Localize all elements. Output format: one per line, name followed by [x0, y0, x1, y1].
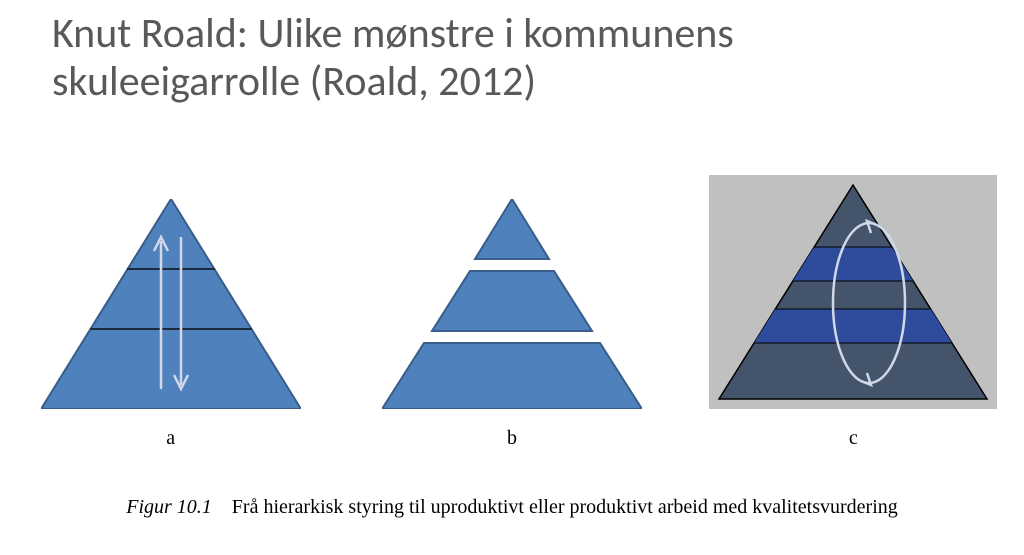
figure-c: c	[703, 175, 1003, 450]
pyramid-c-icon	[709, 175, 997, 409]
figure-b: b	[362, 199, 662, 450]
figure-a: a	[21, 199, 321, 450]
slide-title: Knut Roald: Ulike mønstre i kommunens sk…	[52, 10, 972, 107]
slide: Knut Roald: Ulike mønstre i kommunens sk…	[0, 0, 1024, 555]
pyramid-b-icon	[382, 199, 642, 409]
pyramid-a-icon	[41, 199, 301, 409]
caption-prefix: Figur 10.1	[126, 496, 212, 518]
caption-text: Frå hierarkisk styring til uproduktivt e…	[232, 496, 898, 518]
figure-a-label: a	[166, 427, 175, 450]
figure-c-label: c	[849, 427, 858, 450]
figure-b-label: b	[507, 427, 517, 450]
figure-caption: Figur 10.1 Frå hierarkisk styring til up…	[0, 496, 1024, 519]
figure-row: a b	[0, 170, 1024, 450]
